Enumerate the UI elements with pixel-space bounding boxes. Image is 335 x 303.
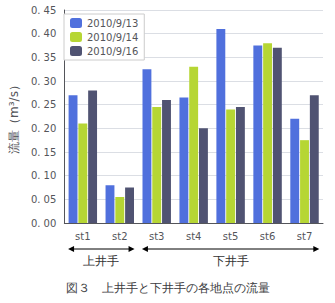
svg-text:上井手: 上井手 [83, 254, 119, 268]
svg-text:st3: st3 [149, 231, 165, 242]
svg-text:0. 00: 0. 00 [31, 218, 56, 229]
svg-text:2010/9/13: 2010/9/13 [87, 18, 138, 29]
svg-text:st4: st4 [186, 231, 202, 242]
svg-text:0. 45: 0. 45 [31, 5, 56, 16]
svg-text:st5: st5 [223, 231, 239, 242]
svg-text:0. 30: 0. 30 [31, 76, 56, 87]
svg-text:2010/9/14: 2010/9/14 [87, 32, 138, 43]
svg-text:0. 05: 0. 05 [31, 194, 56, 205]
svg-text:0. 40: 0. 40 [31, 28, 56, 39]
svg-text:st1: st1 [75, 231, 91, 242]
svg-text:st6: st6 [260, 231, 276, 242]
svg-text:0. 25: 0. 25 [31, 99, 56, 110]
svg-text:下井手: 下井手 [213, 254, 249, 268]
svg-text:流量（m³/s）: 流量（m³/s） [7, 79, 21, 154]
svg-text:0. 20: 0. 20 [31, 123, 56, 134]
svg-text:st2: st2 [112, 231, 128, 242]
svg-text:図３ 上井手と下井手の各地点の流量: 図３ 上井手と下井手の各地点の流量 [66, 281, 270, 295]
svg-text:0. 35: 0. 35 [31, 52, 56, 63]
svg-text:0. 15: 0. 15 [31, 147, 56, 158]
svg-text:0. 10: 0. 10 [31, 170, 56, 181]
svg-text:st7: st7 [297, 231, 313, 242]
svg-text:2010/9/16: 2010/9/16 [87, 46, 138, 57]
